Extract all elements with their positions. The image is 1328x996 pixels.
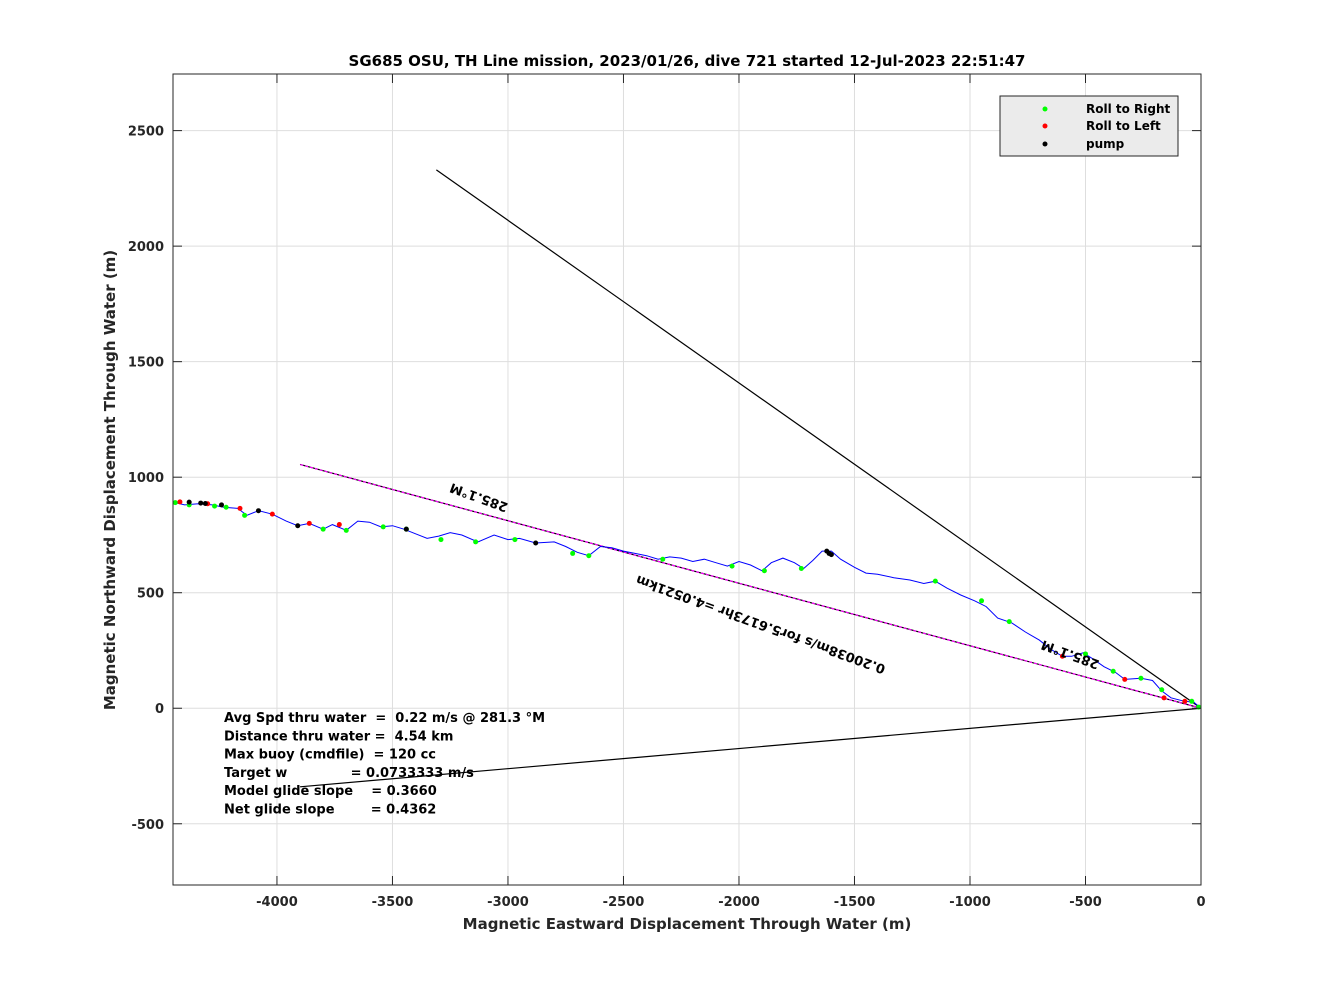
x-tick-label: -3500 xyxy=(372,895,414,910)
pump-point xyxy=(255,508,261,514)
roll-right-point xyxy=(1159,687,1165,693)
pump-point xyxy=(533,540,539,546)
stat-line: Avg Spd thru water = 0.22 m/s @ 281.3 °M xyxy=(224,711,545,726)
roll-right-point xyxy=(1138,675,1144,681)
stat-line: Max buoy (cmdfile) = 120 cc xyxy=(224,748,436,763)
ticks xyxy=(173,74,1202,885)
x-tick-label: -1000 xyxy=(949,895,991,910)
pump-point xyxy=(219,502,225,508)
roll-right-point xyxy=(242,512,248,518)
x-tick-label: -500 xyxy=(1069,895,1102,910)
roll-right-point xyxy=(586,553,592,559)
roll-right-point xyxy=(1006,619,1012,625)
stat-line: Distance thru water = 4.54 km xyxy=(224,729,453,744)
stat-line: Model glide slope = 0.3660 xyxy=(224,784,437,799)
roll-right-point xyxy=(172,500,178,506)
x-tick-label: -2500 xyxy=(603,895,645,910)
roll-right-point xyxy=(660,556,666,562)
roll-right-point xyxy=(223,504,229,510)
x-tick-label: -1500 xyxy=(834,895,876,910)
legend-marker-pump xyxy=(1042,141,1048,147)
heading-line xyxy=(300,707,1202,788)
roll-left-point xyxy=(1161,695,1167,701)
track xyxy=(175,502,1202,709)
roll-right-point xyxy=(761,568,767,574)
y-tick-label: 1000 xyxy=(128,471,164,486)
stat-line: Target w = 0.0733333 m/s xyxy=(224,766,474,781)
legend-label-pump: pump xyxy=(1086,137,1125,151)
pump-point xyxy=(295,523,301,529)
legend-marker-roll-right xyxy=(1042,106,1048,112)
stat-line: Net glide slope = 0.4362 xyxy=(224,803,436,818)
markers xyxy=(172,499,1202,710)
roll-left-point xyxy=(306,520,312,526)
plot-area xyxy=(173,74,1201,885)
y-tick-label: 0 xyxy=(155,702,164,717)
x-tick-label: 0 xyxy=(1196,895,1205,910)
roll-right-point xyxy=(1196,704,1202,710)
roll-right-point xyxy=(473,539,479,545)
x-tick-label: -4000 xyxy=(256,895,298,910)
roll-right-point xyxy=(1189,698,1195,704)
stats-box: Avg Spd thru water = 0.22 m/s @ 281.3 °M… xyxy=(224,711,545,818)
y-tick-label: 500 xyxy=(137,587,164,602)
roll-right-point xyxy=(932,578,938,584)
roll-left-point xyxy=(269,511,275,517)
tick-labels: -4000 -3500 -3000 -2500 -2000 -1500 -1000 -500 0… xyxy=(128,125,1206,910)
x-axis-label: Magnetic Eastward Displacement Through W… xyxy=(463,915,912,933)
roll-left-point xyxy=(1059,653,1065,659)
legend: Roll to Right Roll to Left pump xyxy=(999,95,1179,157)
roll-right-point xyxy=(729,563,735,569)
pump-point xyxy=(202,501,208,507)
heading-line xyxy=(436,169,1202,709)
roll-left-point xyxy=(237,505,243,511)
roll-right-point xyxy=(380,524,386,530)
pump-point xyxy=(198,500,204,506)
x-tick-label: -2000 xyxy=(718,895,760,910)
y-tick-label: 2500 xyxy=(128,125,164,140)
roll-right-point xyxy=(343,527,349,533)
roll-right-point xyxy=(512,537,518,543)
y-tick-label: -500 xyxy=(131,818,164,833)
legend-label-roll-left: Roll to Left xyxy=(1086,119,1161,133)
roll-right-point xyxy=(1082,651,1088,657)
heading-line xyxy=(299,463,1202,709)
track-line xyxy=(175,502,1202,709)
roll-left-point xyxy=(1122,676,1128,682)
heading-lines xyxy=(299,169,1202,788)
roll-right-point xyxy=(320,526,326,532)
x-tick-label: -3000 xyxy=(487,895,529,910)
pump-point xyxy=(186,499,192,505)
roll-right-point xyxy=(1110,668,1116,674)
roll-right-point xyxy=(438,537,444,543)
chart-title: SG685 OSU, TH Line mission, 2023/01/26, … xyxy=(349,52,1026,70)
legend-label-roll-right: Roll to Right xyxy=(1086,102,1171,116)
legend-box xyxy=(999,95,1179,157)
roll-left-point xyxy=(336,522,342,528)
plot-frame xyxy=(172,73,1202,886)
roll-right-point xyxy=(570,550,576,556)
pump-point xyxy=(403,526,409,532)
y-axis-label: Magnetic Northward Displacement Through … xyxy=(101,250,119,710)
y-tick-label: 2000 xyxy=(128,240,164,255)
roll-right-point xyxy=(212,503,218,509)
roll-left-point xyxy=(177,499,183,505)
legend-marker-roll-left xyxy=(1042,123,1048,129)
roll-right-point xyxy=(798,565,804,571)
roll-left-point xyxy=(1182,698,1188,704)
roll-right-point xyxy=(979,598,985,604)
y-tick-label: 1500 xyxy=(128,356,164,371)
pump-point xyxy=(828,552,834,558)
